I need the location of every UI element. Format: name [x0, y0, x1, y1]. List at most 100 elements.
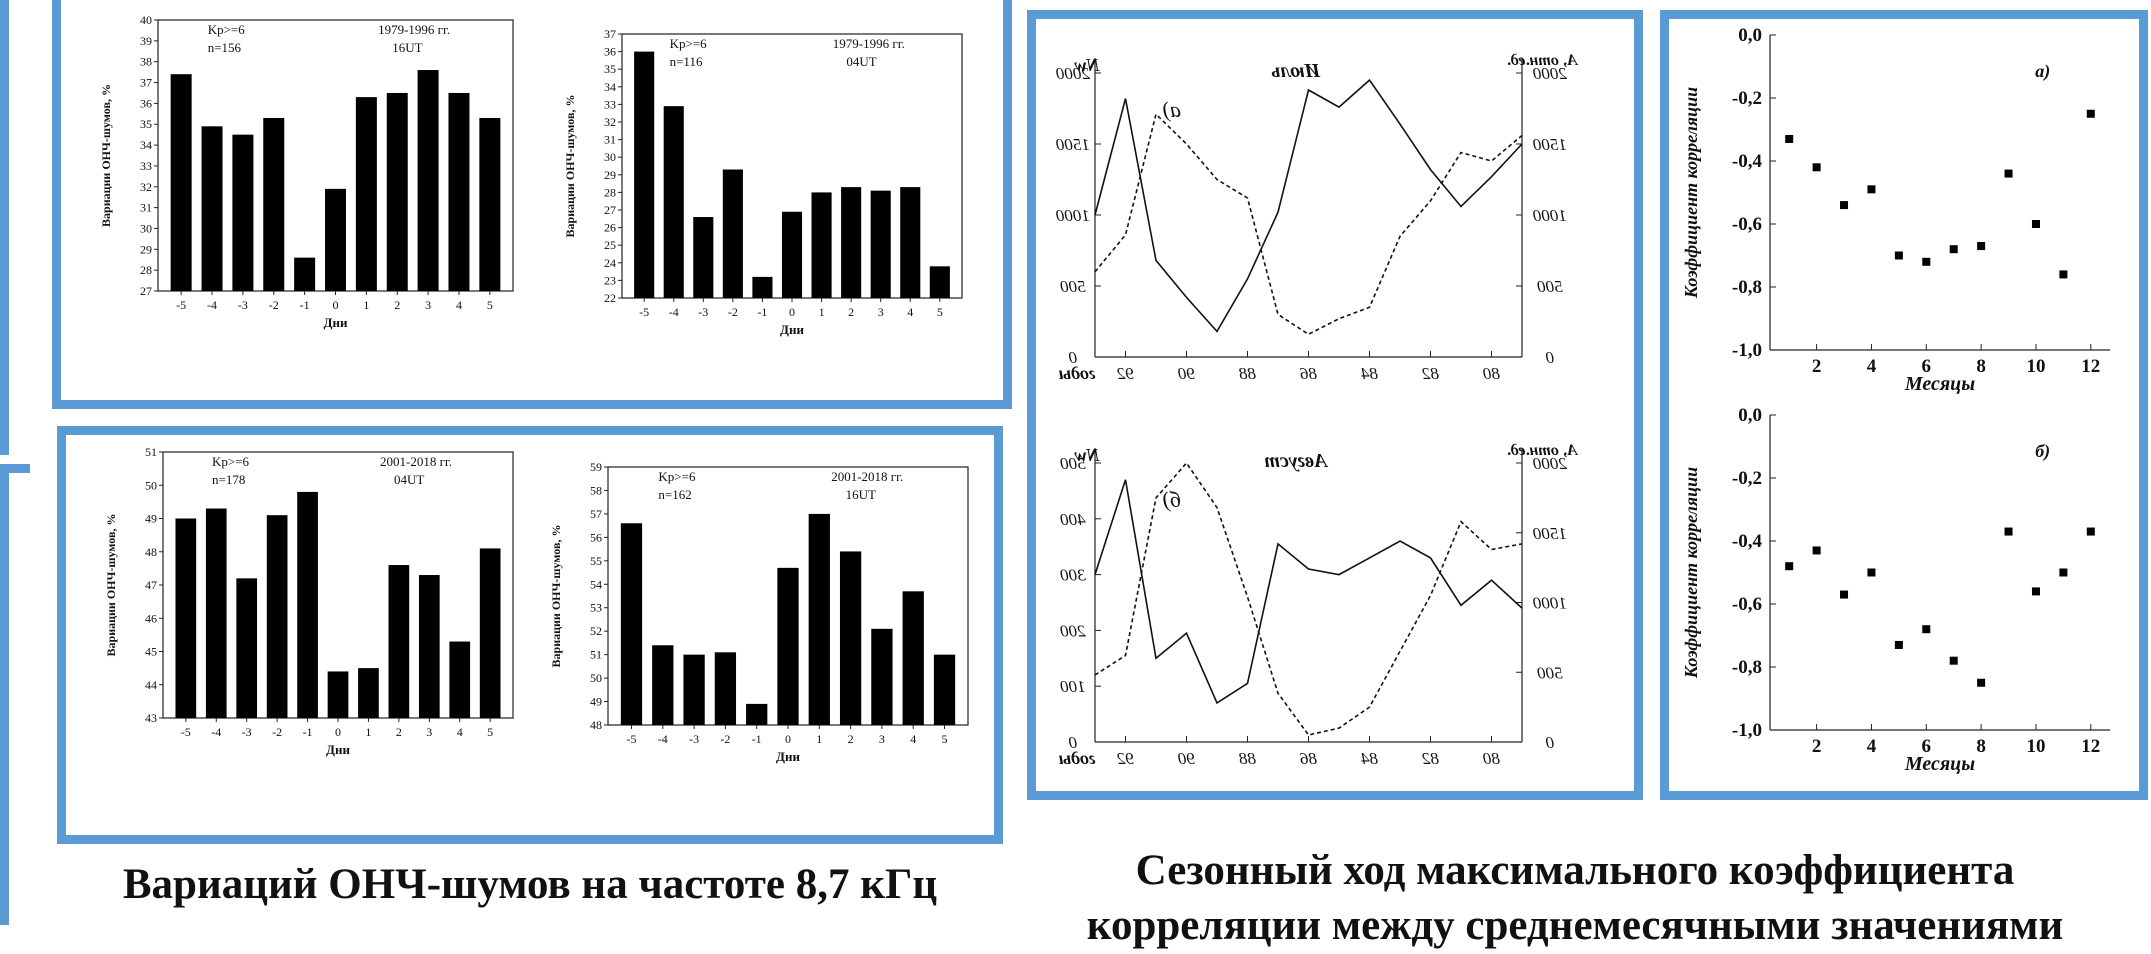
x-tick-label: 2 [396, 725, 402, 739]
left-tick-label: 1500 [1056, 135, 1091, 154]
bar [714, 652, 737, 725]
x-tick-label: 3 [879, 732, 885, 746]
annotation-years: 2001-2018 гг. [380, 454, 452, 469]
y-tick-label: 32 [604, 115, 616, 129]
bar [933, 654, 956, 725]
x-axis-label: годы [1059, 748, 1096, 768]
x-tick-label: 82 [1422, 364, 1440, 383]
bar [418, 575, 440, 718]
y-tick-label: 48 [590, 718, 602, 732]
y-tick-label: -0,8 [1732, 277, 1762, 298]
y-tick-label: 46 [145, 611, 157, 625]
y-tick-label: -0,2 [1732, 88, 1762, 109]
right-tick-label: 1500 [1533, 135, 1568, 154]
bar [902, 591, 924, 725]
data-point [2086, 527, 2095, 536]
x-tick-label: 0 [335, 725, 341, 739]
x-tick-label: 88 [1239, 749, 1257, 768]
x-tick-label: -3 [242, 725, 252, 739]
y-tick-label: 50 [590, 671, 602, 685]
data-point [1922, 257, 1931, 266]
x-tick-label: -4 [669, 305, 679, 319]
line-chart-august: 0 100 200 300 400 500 0 500 1000 1500 2000 92 90 88 86… [1059, 442, 1579, 768]
bar [325, 188, 346, 291]
annotation-kp: Kp>=6 [670, 36, 708, 51]
x-tick-label: -4 [211, 725, 221, 739]
left-tick-label: 500 [1060, 454, 1086, 473]
data-point [1894, 251, 1903, 260]
y-tick-label: -0,8 [1732, 657, 1762, 678]
x-tick-label: 0 [785, 732, 791, 746]
data-point [1812, 163, 1821, 172]
right-axis-label: A, отн.ед. [1507, 52, 1579, 69]
x-tick-label: -5 [181, 725, 191, 739]
x-tick-label: 5 [487, 298, 493, 312]
y-tick-label: 45 [145, 645, 157, 659]
bar [448, 92, 470, 291]
y-tick-label: 24 [604, 256, 616, 270]
panel-label: б) [2035, 441, 2050, 462]
bar [620, 523, 643, 725]
bar [236, 578, 258, 718]
x-tick-label: 80 [1483, 749, 1501, 768]
y-tick-label: 48 [145, 545, 157, 559]
data-point [1812, 546, 1821, 555]
data-point [1867, 568, 1876, 577]
caption-right-line-1: Сезонный ход максимального коэффициента [1135, 847, 2015, 894]
frame-edge-left-bottom [0, 470, 9, 925]
bar [170, 74, 192, 291]
x-tick-label: 8 [1976, 736, 1986, 757]
x-tick-label: 8 [1976, 356, 1986, 377]
bar [634, 51, 655, 298]
scatter-chart-panel [1660, 10, 2148, 800]
y-axis-label: Вариации ОНЧ-шумов, % [104, 514, 118, 657]
bar [871, 628, 893, 725]
annotation-n: n=156 [208, 40, 242, 55]
right-tick-label: 500 [1537, 277, 1563, 296]
x-tick-label: -1 [300, 298, 310, 312]
x-tick-label: -1 [757, 305, 767, 319]
y-tick-label: -0,2 [1732, 468, 1762, 489]
annotation-years: 2001-2018 гг. [831, 469, 903, 484]
x-tick-label: -2 [720, 732, 730, 746]
y-tick-label: 35 [140, 117, 152, 131]
series-line-solid [1094, 78, 1523, 333]
caption-left: Вариаций ОНЧ-шумов на частоте 8,7 кГц [122, 861, 938, 908]
annotation-kp: Kp>=6 [658, 469, 696, 484]
left-tick-label: 0 [1068, 348, 1077, 367]
left-tick-label: 400 [1060, 510, 1086, 529]
x-tick-label: 82 [1422, 749, 1440, 768]
x-tick-label: 1 [363, 298, 369, 312]
y-tick-label: 54 [590, 577, 602, 591]
x-tick-label: -4 [207, 298, 217, 312]
caption-right-line-2: корреляции между среднемесячными значени… [1086, 902, 2064, 949]
data-point [1840, 201, 1849, 210]
data-point [2031, 587, 2040, 596]
left-tick-label: 200 [1060, 621, 1086, 640]
x-tick-label: 90 [1178, 364, 1196, 383]
bar [693, 217, 714, 298]
month-label: Июль [1271, 60, 1321, 82]
y-tick-label: 59 [590, 460, 602, 474]
y-tick-label: 27 [140, 284, 152, 298]
left-tick-label: 2000 [1056, 64, 1091, 83]
bar [722, 169, 743, 298]
y-tick-label: 51 [145, 445, 157, 459]
y-tick-label: 29 [604, 168, 616, 182]
bar [777, 567, 799, 725]
y-tick-label: 49 [145, 512, 157, 526]
bar [417, 70, 439, 292]
y-tick-label: 47 [145, 578, 157, 592]
y-tick-label: 0,0 [1738, 25, 1762, 46]
y-axis-label: Вариации ОНЧ-шумов, % [563, 95, 577, 238]
y-tick-label: 27 [604, 203, 616, 217]
y-tick-label: 33 [140, 159, 152, 173]
annotation-ut: 04UT [394, 472, 424, 487]
y-tick-label: 40 [140, 13, 152, 27]
bar [929, 266, 950, 298]
x-tick-label: 1 [819, 305, 825, 319]
x-axis-label: Месяцы [1904, 373, 1975, 395]
data-point [2059, 270, 2068, 279]
